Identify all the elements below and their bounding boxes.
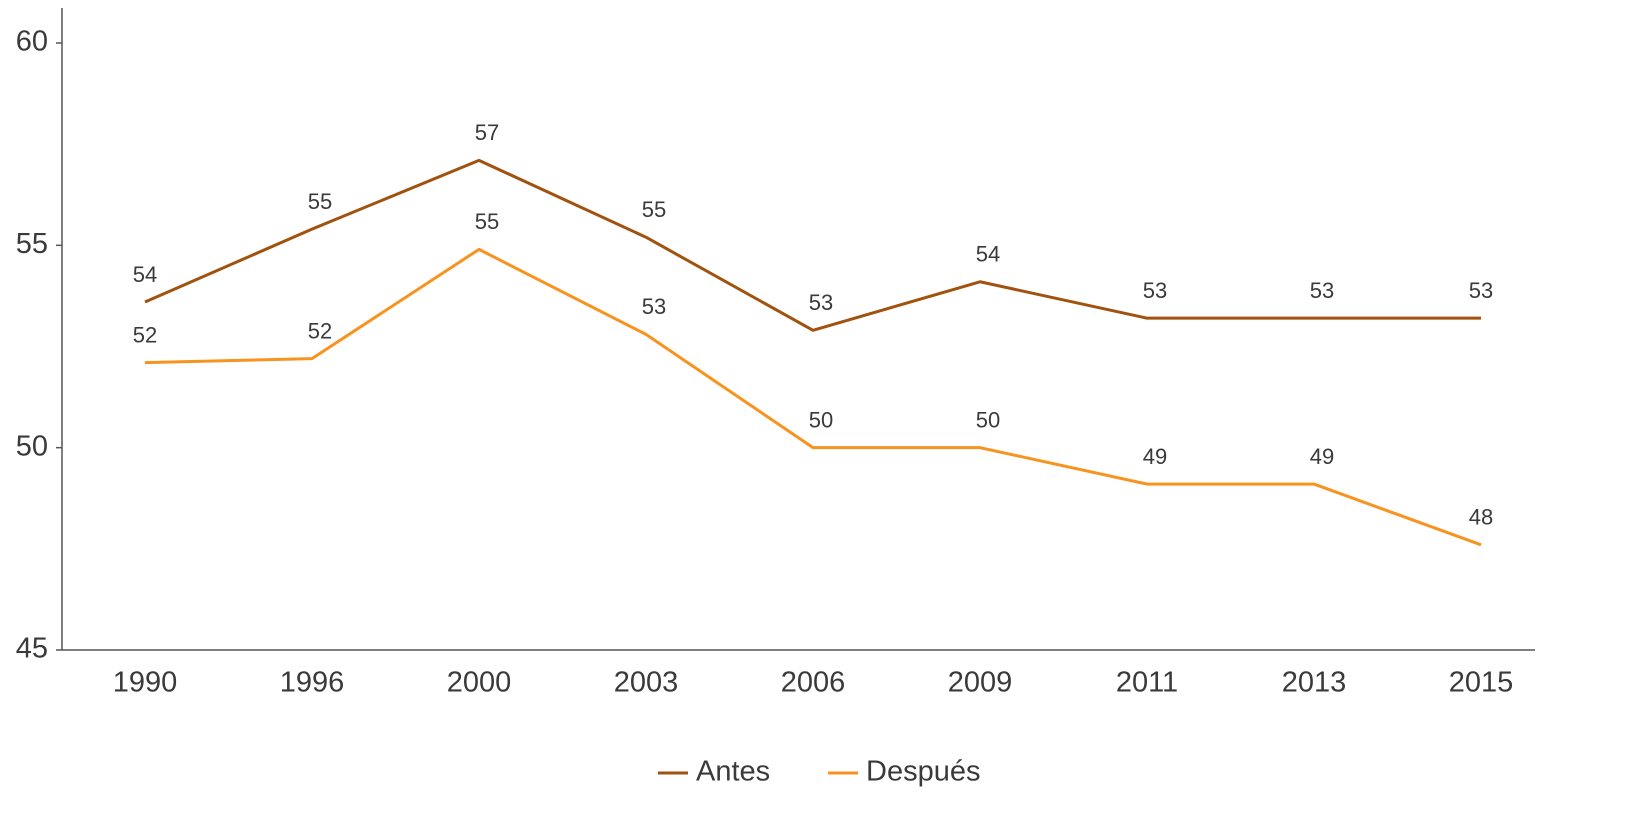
data-label: 54 xyxy=(976,242,1000,267)
data-label: 55 xyxy=(308,189,332,214)
x-tick-label: 2011 xyxy=(1116,667,1178,699)
x-tick-label: 1990 xyxy=(113,667,178,699)
y-tick-label: 50 xyxy=(16,430,48,462)
y-tick-label: 60 xyxy=(16,26,48,58)
data-label: 53 xyxy=(642,294,666,319)
data-label: 53 xyxy=(1310,278,1334,303)
data-label: 53 xyxy=(809,290,833,315)
y-tick-label: 45 xyxy=(16,633,48,665)
x-tick-label: 2009 xyxy=(948,667,1013,699)
data-label: 57 xyxy=(475,120,499,145)
data-label: 54 xyxy=(133,262,157,287)
data-label: 52 xyxy=(308,318,332,343)
x-tick-label: 2003 xyxy=(614,667,679,699)
x-tick-label: 2015 xyxy=(1449,667,1514,699)
y-tick-label: 55 xyxy=(16,228,48,260)
data-label: 55 xyxy=(475,209,499,234)
data-label: 50 xyxy=(976,407,1000,432)
data-label: 49 xyxy=(1143,444,1167,469)
data-label: 53 xyxy=(1469,278,1493,303)
data-label: 50 xyxy=(809,407,833,432)
x-tick-label: 2013 xyxy=(1282,667,1347,699)
data-label: 49 xyxy=(1310,444,1334,469)
line-series xyxy=(144,158,1481,332)
data-label: 48 xyxy=(1469,505,1493,530)
line-series xyxy=(144,247,1482,547)
data-label: 52 xyxy=(133,322,157,347)
data-label: 55 xyxy=(642,197,666,222)
x-tick-label: 1996 xyxy=(280,667,345,699)
legend-label: Después xyxy=(866,756,980,788)
x-tick-label: 2000 xyxy=(447,667,512,699)
data-label: 53 xyxy=(1143,278,1167,303)
x-tick-label: 2006 xyxy=(781,667,846,699)
legend-label: Antes xyxy=(696,756,770,788)
